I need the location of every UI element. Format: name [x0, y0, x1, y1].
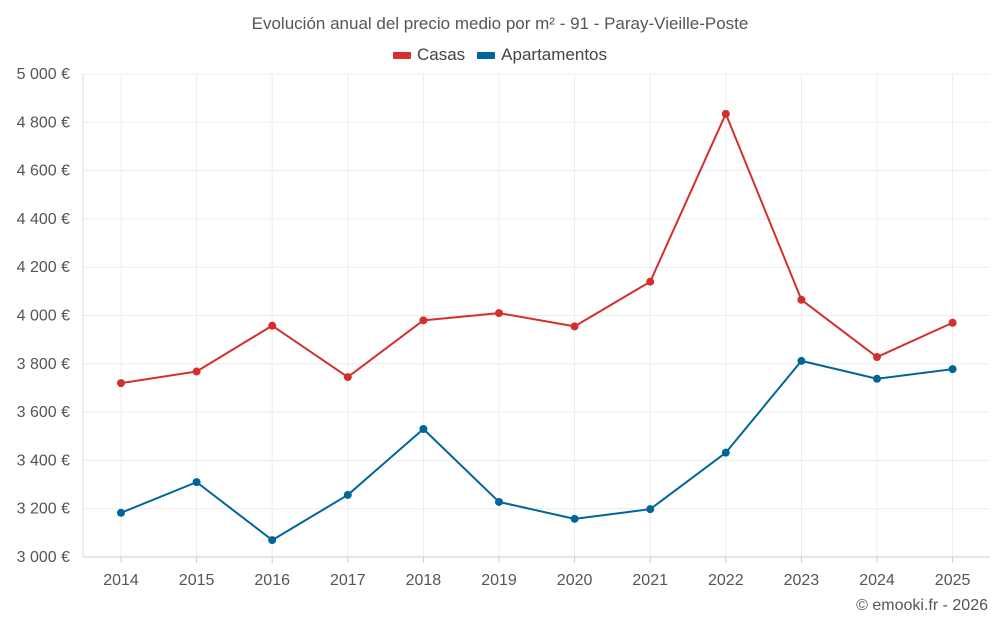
y-tick-label: 5 000 € — [17, 66, 70, 83]
x-tick-label: 2025 — [935, 572, 971, 589]
footer-credit: © emooki.fr - 2026 — [856, 597, 988, 614]
series-line-casas — [120, 112, 954, 385]
x-tick-label: 2023 — [784, 572, 820, 589]
data-point-casas[interactable] — [117, 379, 125, 388]
y-tick-label: 4 600 € — [17, 163, 70, 180]
data-point-apartamentos[interactable] — [192, 478, 201, 487]
y-tick-label: 3 000 € — [17, 549, 70, 566]
x-tick-label: 2015 — [179, 572, 215, 589]
data-point-casas[interactable] — [268, 321, 277, 330]
data-point-casas[interactable] — [797, 295, 806, 304]
data-point-apartamentos[interactable] — [797, 356, 806, 365]
data-point-apartamentos[interactable] — [721, 448, 730, 457]
y-tick-label: 3 800 € — [17, 356, 70, 373]
data-point-casas[interactable] — [646, 277, 655, 286]
x-tick-label: 2019 — [481, 572, 517, 589]
x-tick-label: 2020 — [557, 572, 593, 589]
x-tick-label: 2022 — [708, 572, 744, 589]
data-point-apartamentos[interactable] — [117, 508, 125, 517]
data-point-casas[interactable] — [721, 109, 730, 118]
data-point-apartamentos[interactable] — [419, 425, 428, 434]
chart-legend: Casas Apartamentos — [0, 45, 1000, 65]
y-tick-label: 4 800 € — [17, 114, 70, 131]
x-tick-label: 2021 — [632, 572, 668, 589]
data-point-apartamentos[interactable] — [873, 374, 881, 383]
y-tick-label: 3 200 € — [17, 501, 70, 518]
chart-title: Evolución anual del precio medio por m² … — [251, 14, 749, 33]
x-tick-label: 2018 — [406, 572, 442, 589]
x-tick-label: 2024 — [859, 572, 895, 589]
data-point-apartamentos[interactable] — [268, 536, 277, 545]
legend-item-apartamentos[interactable]: Apartamentos — [477, 45, 607, 65]
data-point-casas[interactable] — [495, 309, 503, 318]
data-point-casas[interactable] — [948, 318, 957, 327]
y-tick-label: 4 000 € — [17, 308, 70, 325]
data-point-apartamentos[interactable] — [948, 365, 957, 374]
data-point-apartamentos[interactable] — [570, 514, 579, 523]
legend-item-casas[interactable]: Casas — [392, 45, 466, 65]
data-point-casas[interactable] — [192, 367, 201, 376]
y-tick-label: 3 400 € — [17, 452, 70, 469]
y-tick-label: 4 400 € — [17, 211, 70, 228]
data-point-casas[interactable] — [873, 353, 881, 362]
legend-swatch-apartamentos — [477, 51, 496, 59]
data-point-apartamentos[interactable] — [343, 490, 352, 499]
legend-label-casas: Casas — [416, 45, 466, 64]
legend-label-apartamentos: Apartamentos — [501, 45, 608, 64]
data-point-casas[interactable] — [343, 373, 352, 382]
x-tick-label: 2014 — [103, 572, 139, 589]
legend-swatch-casas — [392, 51, 411, 59]
data-point-apartamentos[interactable] — [646, 505, 655, 514]
data-point-apartamentos[interactable] — [495, 497, 503, 506]
data-point-casas[interactable] — [570, 322, 579, 331]
data-point-casas[interactable] — [419, 316, 428, 325]
x-tick-label: 2017 — [330, 572, 366, 589]
x-tick-label: 2016 — [254, 572, 290, 589]
series-line-apartamentos — [120, 359, 953, 542]
y-tick-label: 3 600 € — [17, 404, 70, 421]
y-tick-label: 4 200 € — [17, 259, 70, 276]
